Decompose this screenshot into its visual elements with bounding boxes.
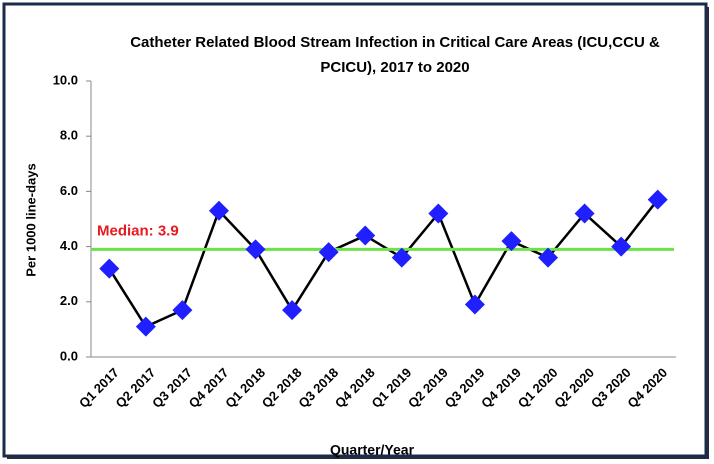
y-axis-label: Per 1000 line-days [23,163,38,276]
y-tick-label: 6.0 [60,183,78,198]
data-point [391,247,412,268]
median-label: Median: 3.9 [97,222,179,239]
y-tick-label: 4.0 [60,238,78,253]
data-point [99,258,120,279]
data-point [172,300,193,321]
frame [2,2,708,458]
data-line [108,198,659,329]
data-point [574,203,595,224]
data-point [538,247,559,268]
data-point [282,300,303,321]
data-point [611,236,632,257]
data-point [647,189,668,210]
data-point [318,242,339,263]
data-point [501,231,522,252]
y-tick-label: 10.0 [53,72,78,87]
data-point [428,203,449,224]
y-tick-label: 2.0 [60,293,78,308]
data-point [208,200,229,221]
data-point [355,225,376,246]
data-point [135,316,156,337]
y-tick-label: 0.0 [60,348,78,363]
x-axis-label: Quarter/Year [330,442,415,458]
data-point [245,239,266,260]
data-point [464,294,485,315]
y-tick-label: 8.0 [60,128,78,143]
chart-title: Catheter Related Blood Stream Infection … [130,34,660,76]
